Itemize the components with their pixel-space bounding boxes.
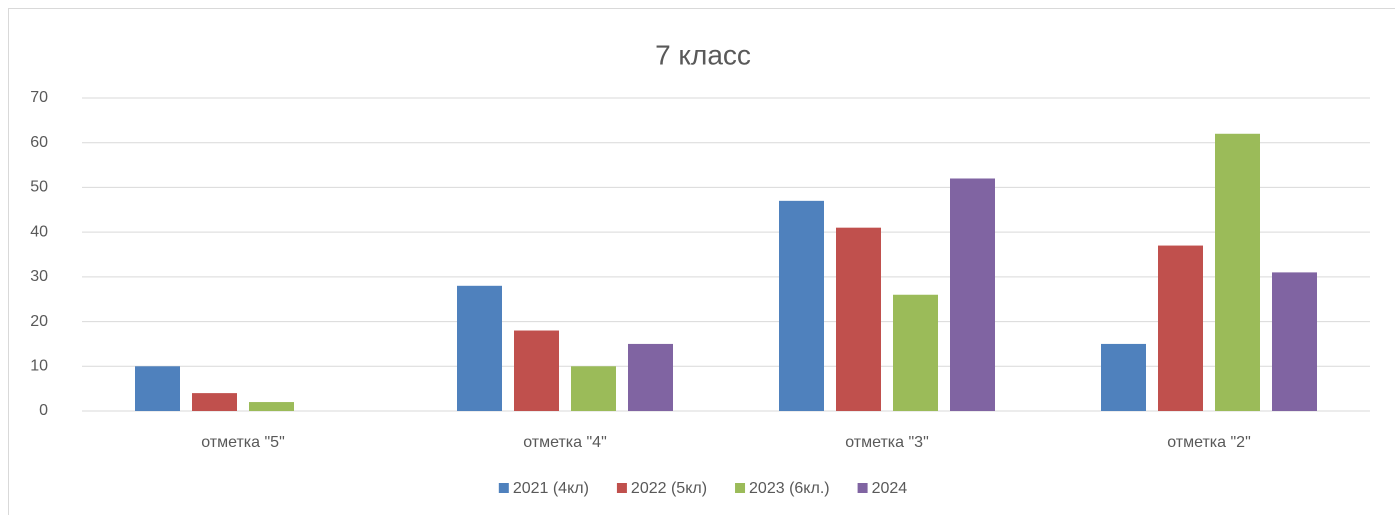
legend-swatch: [857, 483, 868, 493]
x-tick-label: отметка "5": [201, 434, 285, 451]
x-tick-label: отметка "4": [523, 434, 607, 451]
y-tick-label: 70: [30, 89, 48, 106]
legend-label: 2021 (4кл): [513, 480, 589, 497]
y-tick-label: 50: [30, 179, 48, 196]
legend-label: 2022 (5кл): [631, 480, 707, 497]
bar: [1101, 343, 1146, 411]
y-tick-label: 40: [30, 223, 48, 240]
bar: [836, 227, 881, 411]
x-tick-label: отметка "2": [1167, 434, 1251, 451]
y-tick-label: 10: [30, 358, 48, 375]
y-tick-label: 60: [30, 134, 48, 151]
chart-title: 7 класс: [655, 39, 751, 70]
bar: [1272, 272, 1317, 411]
y-tick-label: 30: [30, 268, 48, 285]
bar: [457, 285, 502, 411]
legend-label: 2023 (6кл.): [749, 480, 830, 497]
bar: [950, 178, 995, 411]
bar: [779, 200, 824, 411]
legend-swatch: [735, 483, 746, 493]
y-tick-label: 0: [39, 402, 48, 419]
bar: [1215, 133, 1260, 411]
bar: [628, 343, 673, 411]
bar: [571, 366, 616, 411]
legend-swatch: [616, 483, 627, 493]
bar: [192, 393, 237, 411]
bar: [249, 402, 294, 411]
x-tick-label: отметка "3": [845, 434, 929, 451]
y-tick-label: 20: [30, 313, 48, 330]
legend-swatch: [498, 483, 509, 493]
bar: [1158, 245, 1203, 411]
bar: [893, 294, 938, 411]
legend-label: 2024: [872, 480, 908, 497]
chart-border: [8, 8, 1395, 515]
bar: [514, 330, 559, 411]
bar: [135, 366, 180, 411]
